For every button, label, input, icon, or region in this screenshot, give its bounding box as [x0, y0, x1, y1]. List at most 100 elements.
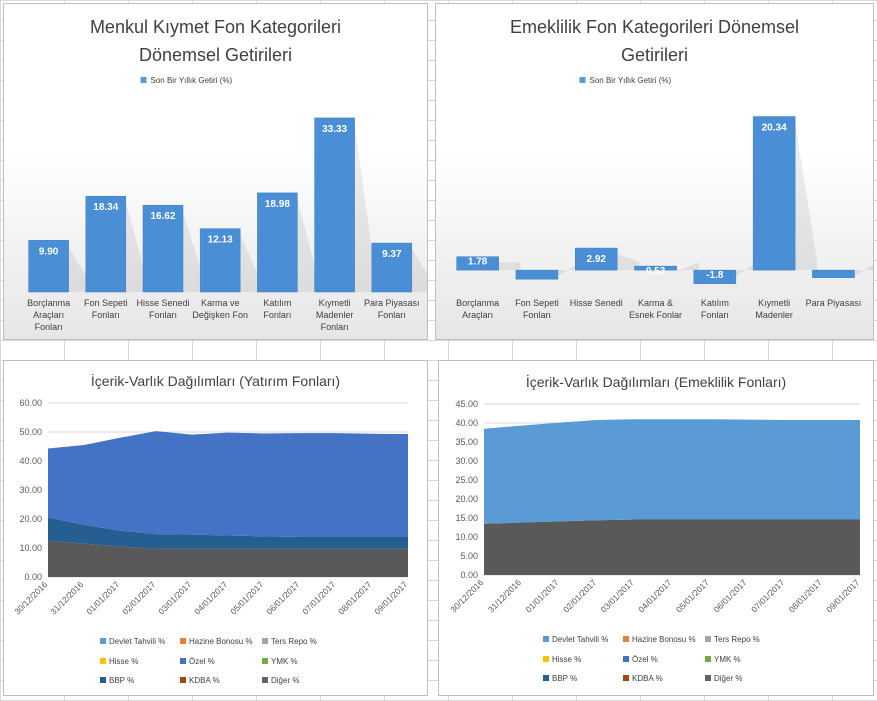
category-label: Fonları	[35, 322, 63, 332]
bar	[142, 204, 184, 293]
x-tick-label: 09/01/2017	[372, 579, 409, 616]
chart-title: Menkul Kıymet Fon Kategorileri	[90, 17, 341, 37]
legend-label: Hazine Bonosu %	[632, 635, 696, 644]
bar-shadow	[411, 249, 427, 292]
data-label: 20.34	[762, 123, 787, 134]
y-tick-label: 50.00	[19, 427, 42, 437]
x-tick-label: 07/01/2017	[300, 579, 337, 616]
category-label: Borçlanma	[456, 298, 499, 308]
x-tick-label: 06/01/2017	[711, 577, 748, 614]
data-label: 33.33	[322, 124, 347, 135]
category-label: Değişken Fon	[192, 310, 248, 320]
legend-label: BBP %	[552, 674, 577, 683]
y-tick-label: 10.00	[455, 532, 478, 542]
y-tick-label: 35.00	[455, 437, 478, 447]
category-label: Hisse Senedi	[570, 298, 623, 308]
chart-title: Dönemsel Getirileri	[139, 45, 292, 65]
bar-shadow	[183, 211, 205, 292]
bar-shadow	[354, 123, 377, 293]
category-label: Araçları	[462, 310, 493, 320]
bar-shadow	[498, 262, 521, 271]
legend-label: Devlet Tahvili %	[109, 637, 165, 646]
category-label: Karma &	[638, 298, 673, 308]
legend-label: Özel %	[632, 655, 658, 664]
legend-label: Son Bir Yıllık Getiri (%)	[590, 76, 672, 85]
legend-label: Hazine Bonosu %	[189, 637, 253, 646]
x-tick-label: 02/01/2017	[561, 577, 598, 614]
bar	[515, 269, 559, 280]
category-label: Araçları	[33, 310, 64, 320]
x-tick-label: 31/12/2016	[486, 577, 523, 614]
yatirim-allocation-svg: İçerik-Varlık Dağılımları (Yatırım Fonla…	[12, 372, 409, 685]
legend-swatch	[100, 638, 106, 644]
data-label: 2.92	[587, 254, 607, 265]
x-tick-label: 08/01/2017	[787, 577, 824, 614]
category-label: Fon Sepeti	[84, 298, 128, 308]
legend-label: Ters Repo %	[714, 635, 760, 644]
y-tick-label: 30.00	[455, 456, 478, 466]
bar	[693, 269, 737, 284]
legend-swatch	[623, 675, 629, 681]
x-tick-label: 30/12/2016	[12, 579, 49, 616]
bar-shadow	[854, 264, 873, 277]
data-label: 12.13	[208, 235, 233, 246]
category-label: Kıymetli	[758, 298, 790, 308]
category-label: Katılım	[263, 298, 291, 308]
chart-title: Emeklilik Fon Kategorileri Dönemsel	[510, 17, 799, 37]
legend-label: Ters Repo %	[271, 637, 317, 646]
chart-title: İçerik-Varlık Dağılımları (Yatırım Fonla…	[91, 372, 340, 389]
legend-swatch	[579, 77, 586, 83]
bar	[28, 240, 69, 293]
category-label: Madenler	[316, 310, 354, 320]
category-label: Fonları	[263, 310, 291, 320]
y-tick-label: 0.00	[460, 570, 478, 580]
category-label: Fon Sepeti	[515, 298, 559, 308]
x-tick-label: 04/01/2017	[636, 577, 673, 614]
bar-shadow	[297, 198, 320, 292]
legend-swatch	[705, 636, 711, 642]
legend-label: Devlet Tahvili %	[552, 635, 608, 644]
legend-swatch	[100, 677, 106, 683]
bar-shadow	[557, 262, 580, 277]
data-label: 0.53	[646, 266, 666, 277]
category-label: Fonları	[321, 322, 349, 332]
legend-swatch	[180, 677, 186, 683]
emeklilik-returns-chart[interactable]: Emeklilik Fon Kategorileri Dönemsel Getir…	[435, 3, 874, 340]
yatirim-allocation-chart[interactable]: İçerik-Varlık Dağılımları (Yatırım Fonla…	[3, 360, 428, 696]
category-label: Esnek Fonlar	[629, 310, 682, 320]
y-tick-label: 45.00	[455, 399, 478, 409]
data-label: 18.98	[265, 199, 290, 210]
bar-shadow	[735, 262, 758, 277]
chart-title: Getirileri	[621, 45, 688, 65]
chart-title: İçerik-Varlık Dağılımları (Emeklilik Fon…	[526, 373, 786, 390]
emeklilik-allocation-chart[interactable]: İçerik-Varlık Dağılımları (Emeklilik Fon…	[438, 360, 874, 696]
x-tick-label: 02/01/2017	[120, 579, 157, 616]
area-series	[48, 431, 408, 537]
emeklilik-allocation-svg: İçerik-Varlık Dağılımları (Emeklilik Fon…	[448, 373, 861, 683]
data-label: 18.34	[93, 202, 118, 213]
legend-swatch	[705, 675, 711, 681]
bar-shadow	[125, 202, 148, 292]
legend-label: KDBA %	[632, 674, 663, 683]
legend-swatch	[262, 638, 268, 644]
bar-shadow	[240, 234, 263, 292]
y-tick-label: 60.00	[19, 398, 42, 408]
y-tick-label: 25.00	[455, 475, 478, 485]
legend-swatch	[705, 656, 711, 662]
category-label: Madenler	[755, 310, 793, 320]
x-tick-label: 09/01/2017	[824, 577, 861, 614]
legend-label: Özel %	[189, 657, 215, 666]
data-label: 16.62	[150, 211, 175, 222]
category-label: Fonları	[149, 310, 177, 320]
area-series	[48, 517, 408, 549]
x-tick-label: 01/01/2017	[84, 579, 121, 616]
bar	[812, 269, 855, 278]
bar-shadow	[795, 122, 818, 271]
x-tick-label: 05/01/2017	[674, 577, 711, 614]
bar	[257, 192, 298, 293]
menkul-returns-chart[interactable]: Menkul Kıymet Fon Kategorileri Dönemsel G…	[3, 3, 428, 340]
legend-swatch	[262, 658, 268, 664]
bar	[575, 247, 618, 271]
legend-swatch	[543, 675, 549, 681]
legend-label: YMK %	[714, 655, 741, 664]
